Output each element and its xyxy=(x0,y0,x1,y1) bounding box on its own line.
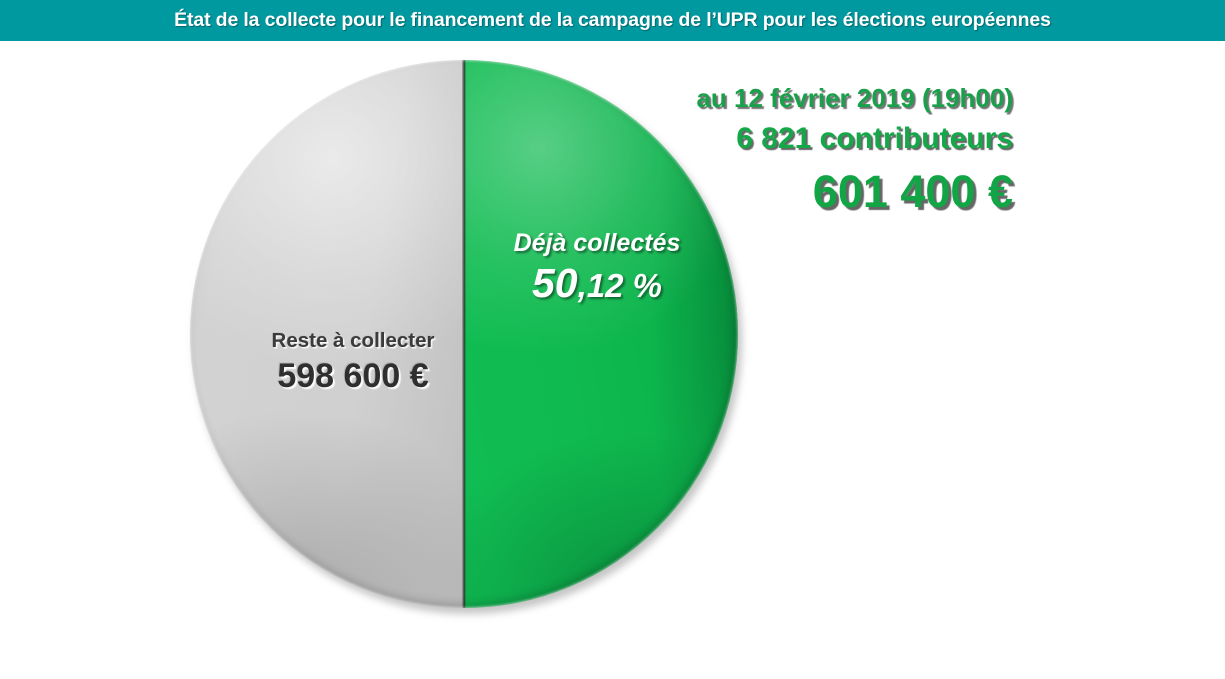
pie-slice-reste-a-collecter[interactable] xyxy=(190,60,464,608)
pie-label-deja-collectes: Déjà collectés 50,12 % xyxy=(452,229,742,307)
collecte-percent-decimal: ,12 % xyxy=(577,267,662,304)
pie-slice-divider xyxy=(462,60,466,608)
collection-summary: au 12 février 2019 (19h00) 6 821 contrib… xyxy=(696,83,1013,218)
chart-area: Reste à collecter 598 600 € Déjà collect… xyxy=(0,41,1225,679)
header-bar: État de la collecte pour le financement … xyxy=(0,0,1225,41)
reste-label-value: 598 600 € xyxy=(277,357,429,395)
summary-date: au 12 février 2019 (19h00) xyxy=(696,83,1013,113)
collecte-label-title: Déjà collectés xyxy=(513,229,681,257)
pie-disc xyxy=(190,60,738,608)
pie-chart xyxy=(190,60,742,614)
reste-label-title: Reste à collecter xyxy=(271,329,435,352)
summary-contributors: 6 821 contributeurs xyxy=(736,122,1013,155)
collecte-percent-integer: 50 xyxy=(532,260,578,306)
pie-label-reste-a-collecter: Reste à collecter 598 600 € xyxy=(208,329,498,396)
page-title: État de la collecte pour le financement … xyxy=(174,9,1051,31)
summary-amount: 601 400 € xyxy=(812,166,1013,217)
collecte-label-percent: 50,12 % xyxy=(452,260,742,307)
pie-slice-deja-collectes[interactable] xyxy=(464,60,738,608)
